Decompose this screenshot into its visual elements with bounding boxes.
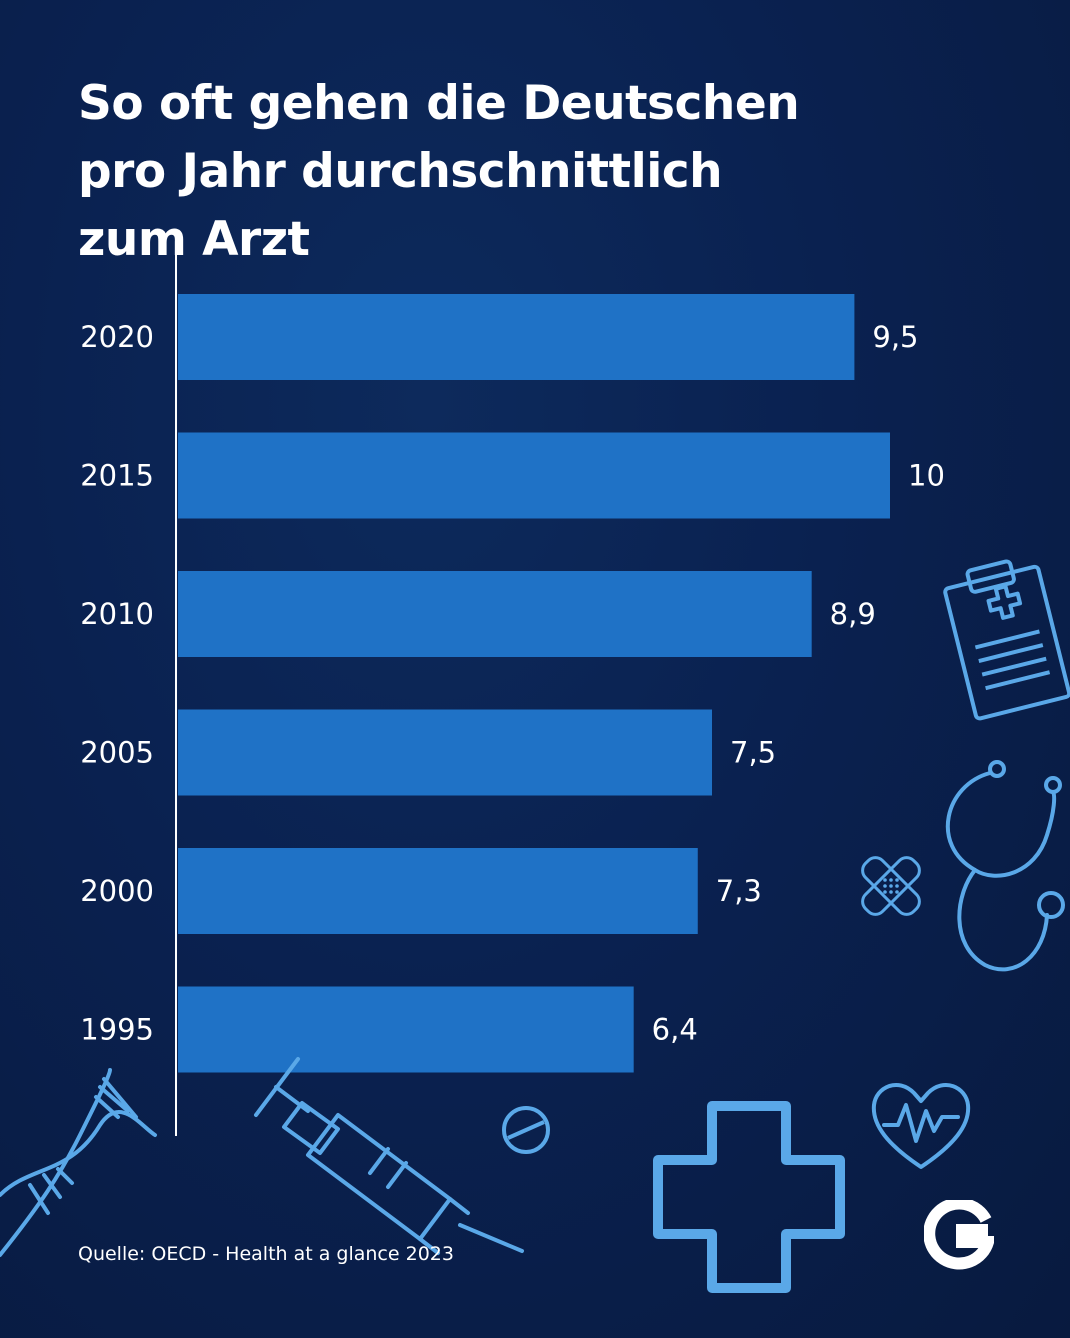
value-label-2020: 9,5 [872,320,918,354]
value-label-2010: 8,9 [830,597,876,631]
heart-pulse-icon [871,1083,971,1169]
value-label-1995: 6,4 [652,1013,698,1047]
bar-series: 2020 9,5 2015 10 2010 8,9 2005 7,5 2000 7,3 1995 6,… [80,294,945,1073]
category-label-1995: 1995 [80,1013,154,1047]
chart-title: So oft gehen die Deutschen pro Jahr durc… [78,70,1018,274]
clipboard-icon [943,559,1070,721]
bar-2020 [178,294,855,380]
category-label-2010: 2010 [80,597,154,631]
pill-icon [502,1106,550,1154]
logo-g-icon [924,1200,994,1270]
stethoscope-icon [945,760,1065,972]
syringe-icon [254,1057,524,1255]
value-label-2000: 7,3 [716,874,762,908]
category-label-2005: 2005 [80,736,154,770]
category-label-2015: 2015 [80,459,154,493]
title-line-2: pro Jahr durchschnittlich [78,144,723,199]
category-label-2020: 2020 [80,320,154,354]
title-line-3: zum Arzt [78,212,310,267]
value-label-2015: 10 [908,459,945,493]
dna-icon [0,1068,157,1257]
medical-cross-icon [653,1101,845,1293]
bar-2015 [178,432,890,519]
bar-2010 [178,571,812,657]
category-label-2000: 2000 [80,874,154,908]
bar-2005 [178,709,712,796]
source-note: Quelle: OECD - Health at a glance 2023 [78,1243,454,1265]
title-line-1: So oft gehen die Deutschen [78,76,800,131]
bandage-icon [861,856,921,916]
bar-2000 [178,848,698,934]
bar-1995 [178,986,634,1073]
value-label-2005: 7,5 [730,736,776,770]
